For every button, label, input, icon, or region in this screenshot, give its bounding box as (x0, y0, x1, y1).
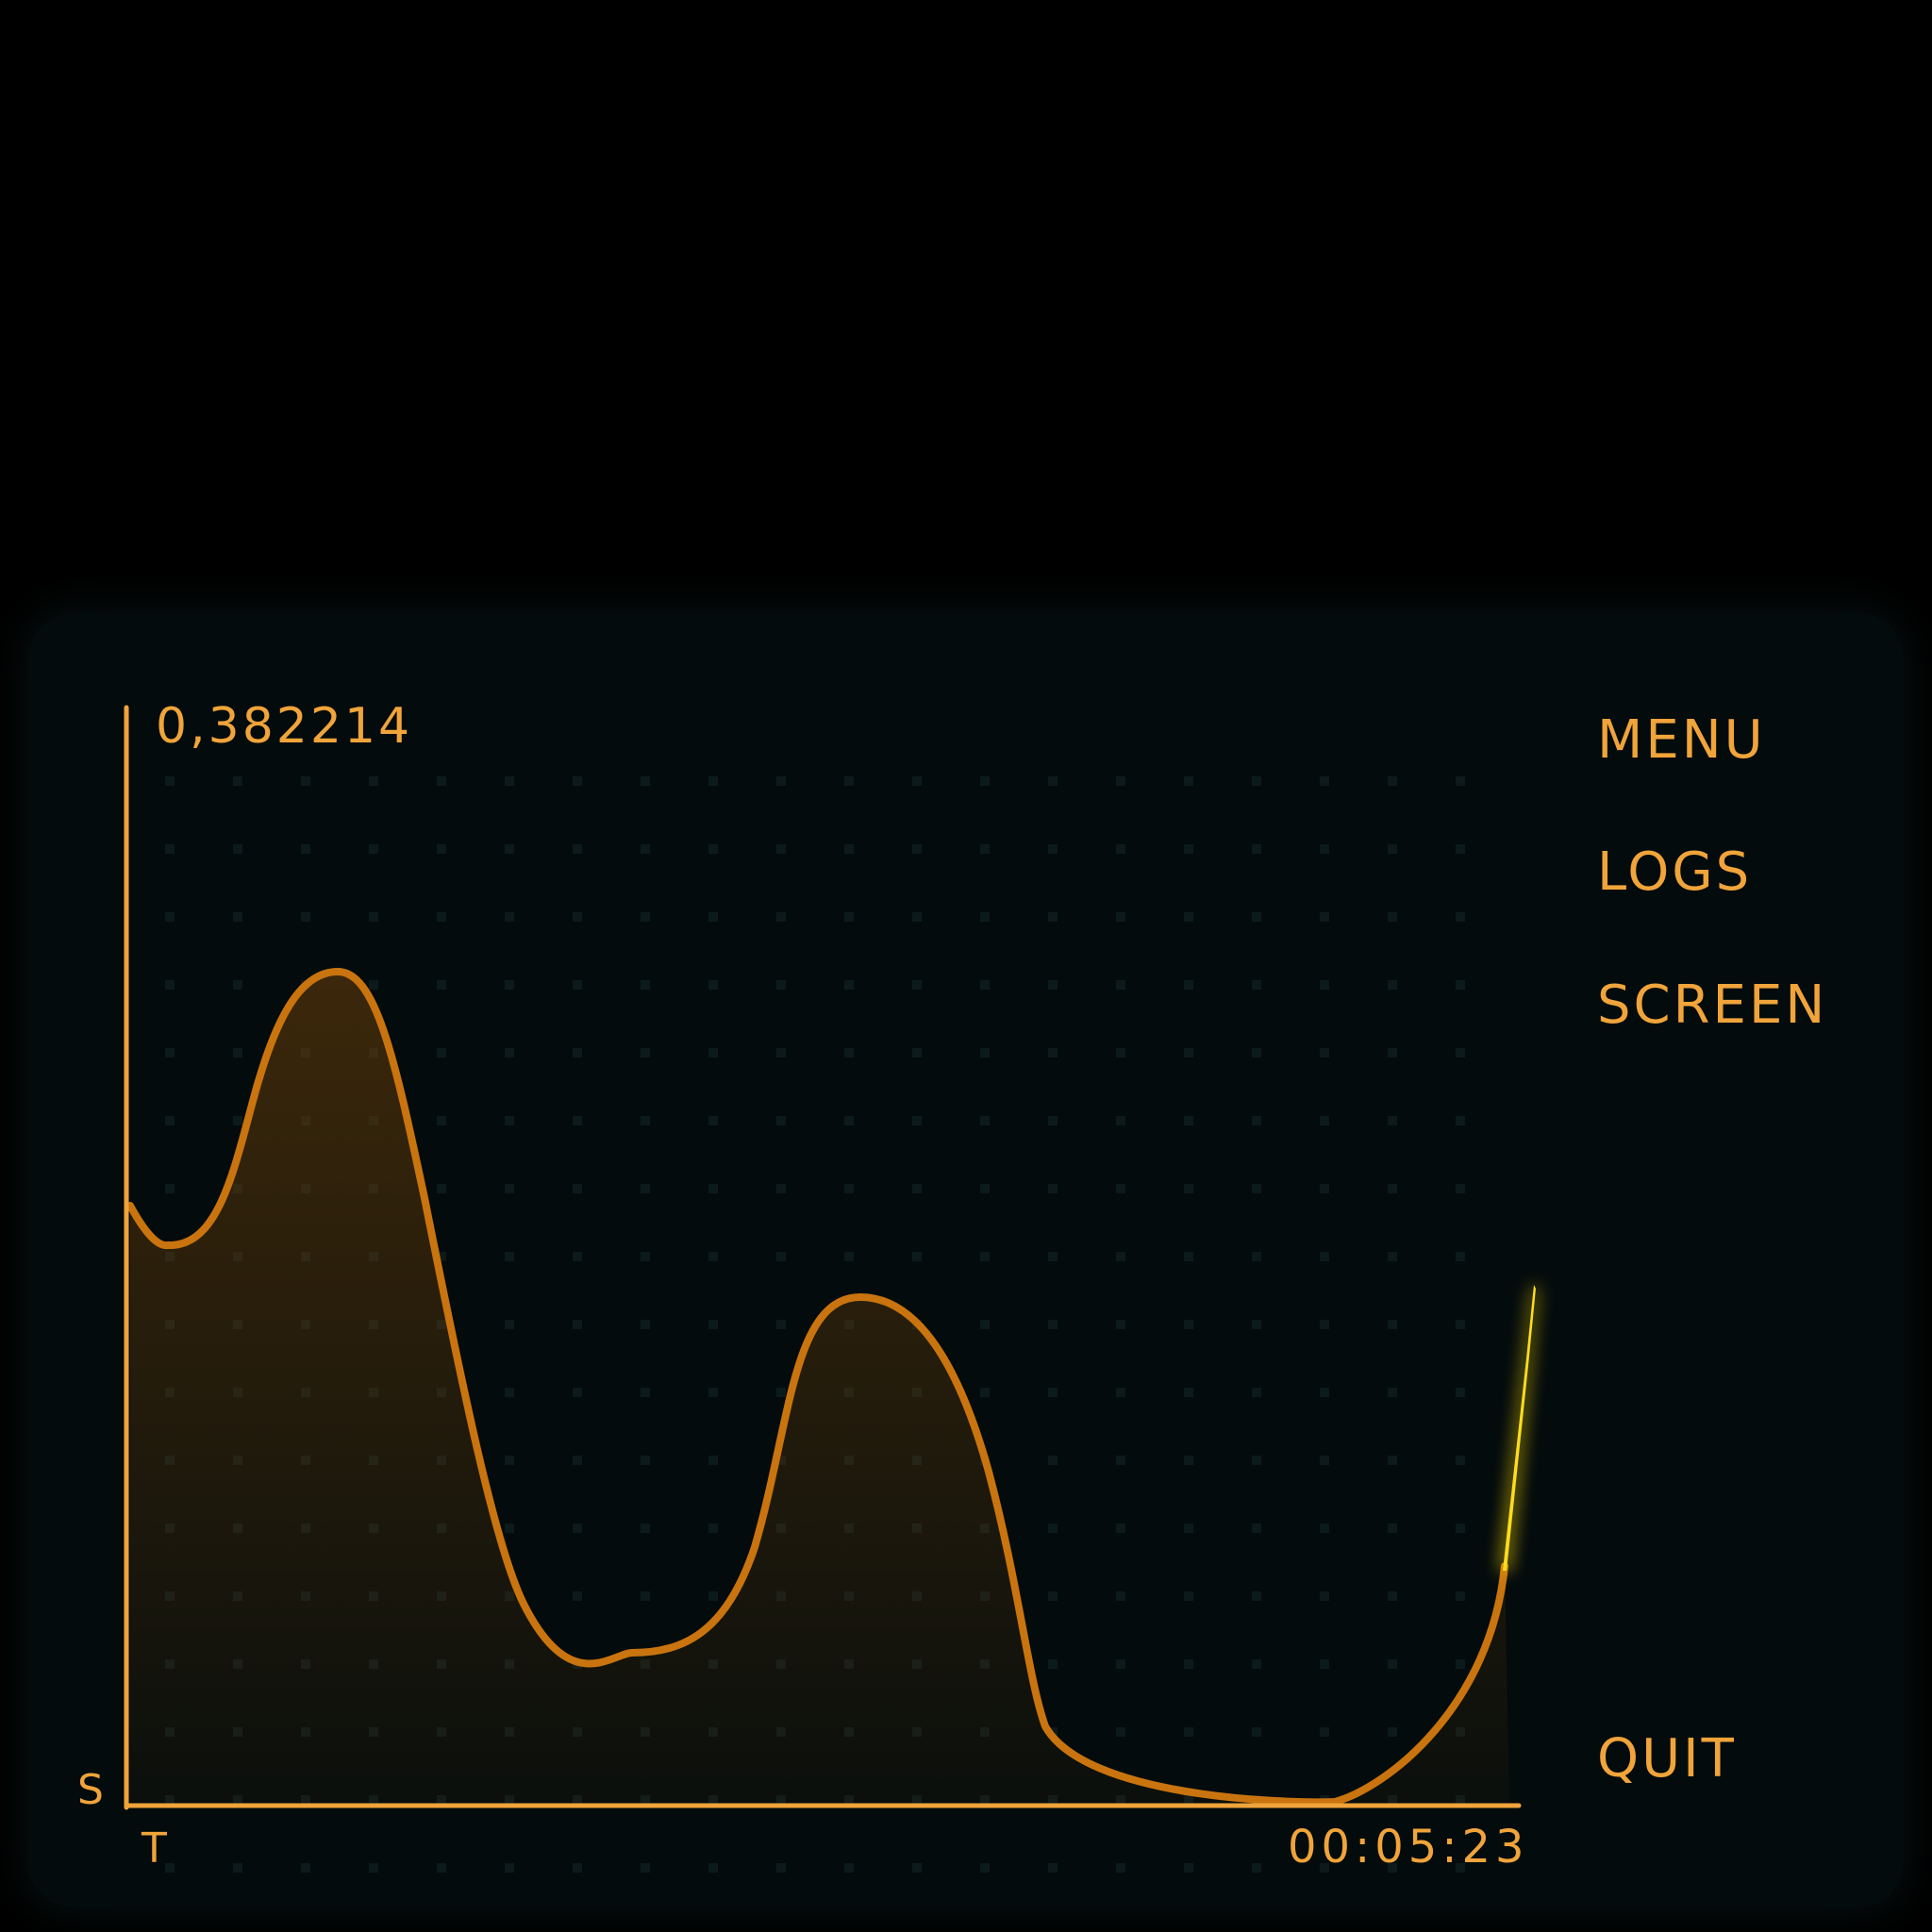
signal-curve (126, 967, 1508, 1807)
quit-button[interactable]: QUIT (1597, 1728, 1737, 1790)
screen-button[interactable]: SCREEN (1597, 974, 1828, 1036)
value-readout: 0,382214 (156, 698, 413, 755)
y-axis-label: S (77, 1766, 106, 1814)
elapsed-timer: 00:05:23 (1288, 1821, 1529, 1874)
glowing-spike-icon (1503, 1285, 1536, 1571)
menu-button[interactable]: MENU (1597, 709, 1766, 771)
signal-area (130, 972, 1509, 1803)
x-axis-label: T (142, 1824, 169, 1873)
logs-button[interactable]: LOGS (1597, 841, 1753, 903)
